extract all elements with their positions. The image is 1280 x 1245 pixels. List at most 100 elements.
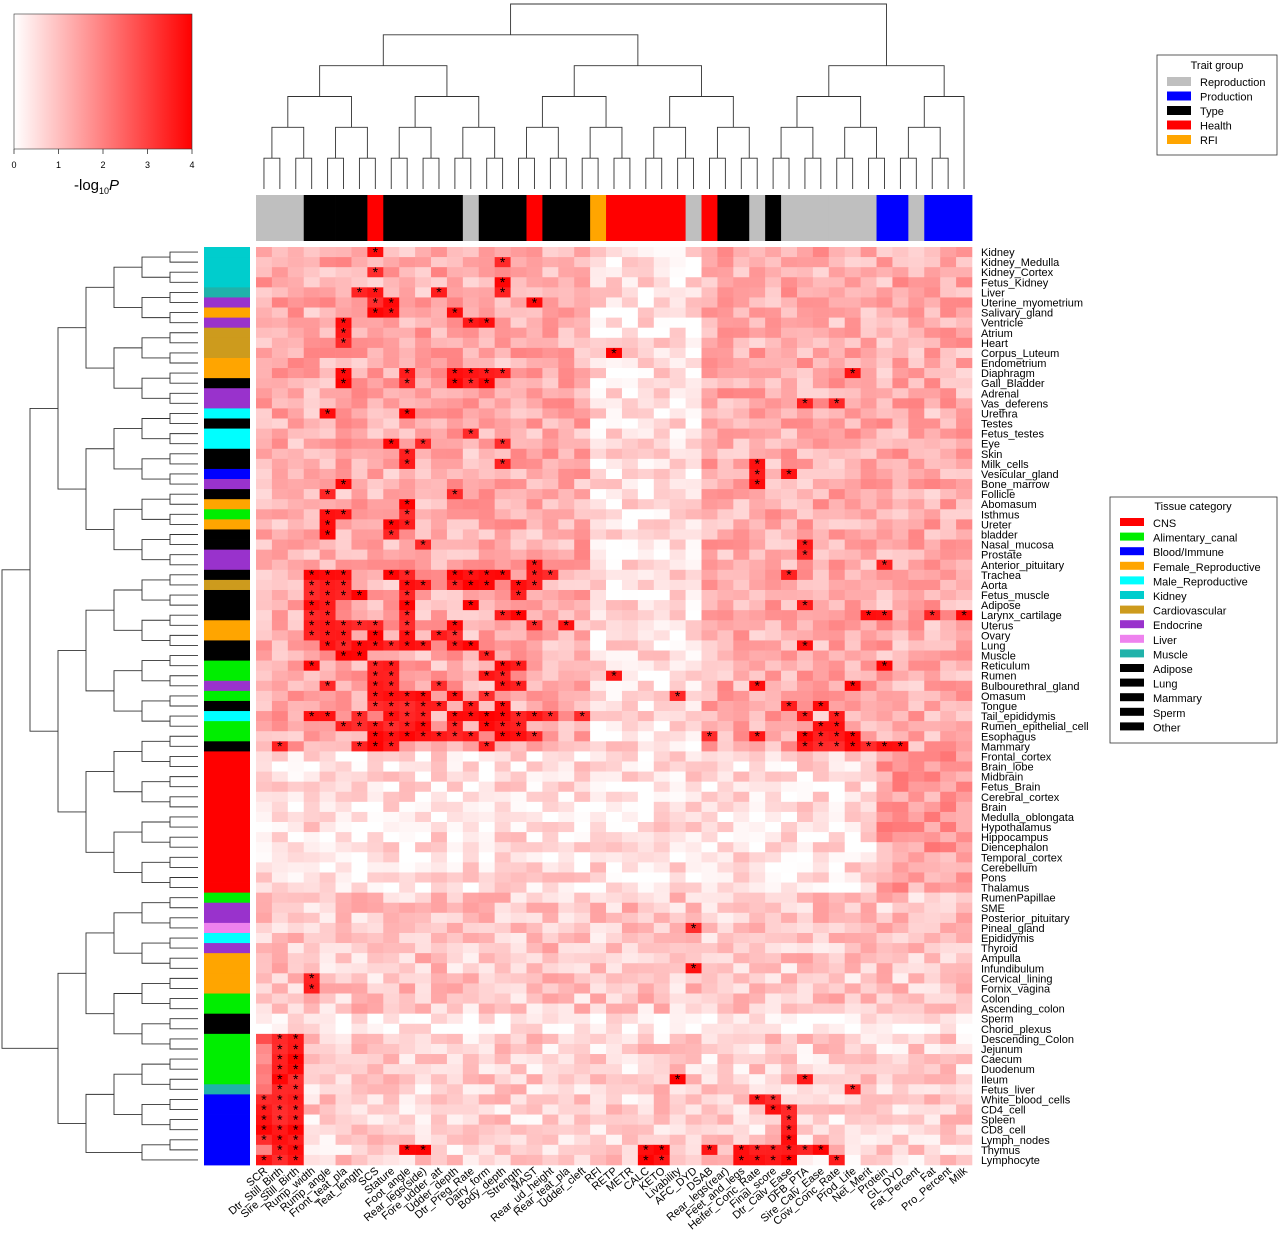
heatmap-cell (510, 1043, 527, 1055)
heatmap-cell (876, 559, 893, 571)
heatmap-cell (860, 791, 877, 803)
heatmap-cell (669, 932, 686, 944)
heatmap-cell (828, 963, 846, 974)
heatmap-cell (526, 559, 543, 571)
heatmap-cell (319, 479, 336, 490)
heatmap-cell (828, 317, 846, 329)
heatmap-cell (542, 368, 559, 379)
heatmap-cell (558, 337, 575, 349)
heatmap-cell (749, 438, 766, 450)
heatmap-cell (494, 539, 511, 550)
heatmap-cell (606, 317, 623, 329)
heatmap-cell (956, 287, 973, 298)
significance-star: * (341, 335, 347, 351)
heatmap-cell (924, 357, 941, 369)
heatmap-cell (860, 479, 877, 490)
heatmap-cell (765, 953, 782, 964)
heatmap-cell (844, 680, 861, 692)
heatmap-cell (860, 711, 877, 722)
heatmap-cell (749, 761, 766, 772)
heatmap-cell (606, 368, 623, 379)
heatmap-cell (287, 428, 305, 439)
row-label: Testes (981, 419, 1013, 431)
heatmap-cell (908, 327, 925, 339)
heatmap-cell (685, 297, 702, 308)
heatmap-cell (765, 368, 782, 379)
heatmap-cell (351, 700, 368, 712)
heatmap-cell (542, 862, 559, 873)
heatmap-cell (924, 620, 941, 631)
heatmap-cell (765, 731, 782, 742)
heatmap-cell (335, 1013, 352, 1025)
heatmap-cell (940, 479, 957, 490)
heatmap-cell (637, 509, 655, 520)
heatmap-cell (717, 872, 734, 883)
heatmap-cell (876, 398, 893, 409)
heatmap-cell (606, 357, 623, 369)
heatmap-cell (510, 418, 527, 429)
heatmap-cell (494, 721, 511, 732)
heatmap-cell (335, 630, 352, 641)
heatmap-cell (876, 781, 893, 793)
heatmap-cell (494, 337, 511, 349)
heatmap-cell (749, 368, 766, 379)
heatmap-cell (367, 953, 384, 964)
heatmap-cell (940, 731, 957, 742)
heatmap-cell (542, 378, 559, 389)
heatmap-cell (908, 489, 925, 500)
significance-star: * (341, 567, 347, 583)
heatmap-cell (717, 1074, 734, 1085)
heatmap-cell (606, 892, 623, 904)
heatmap-cell (399, 569, 416, 581)
heatmap-cell (908, 1084, 925, 1095)
heatmap-cell (940, 842, 957, 853)
heatmap-cell (828, 337, 846, 349)
heatmap-cell (367, 408, 384, 419)
heatmap-cell (669, 660, 686, 671)
heatmap-cell (860, 811, 877, 823)
heatmap-cell (542, 257, 559, 268)
significance-star: * (786, 1122, 792, 1138)
significance-star: * (325, 617, 331, 633)
heatmap-cell (765, 872, 782, 883)
heatmap-cell (462, 368, 480, 379)
heatmap-cell (924, 1084, 941, 1095)
heatmap-cell (940, 761, 957, 772)
heatmap-cell (558, 1134, 575, 1146)
heatmap-cell (351, 1033, 368, 1045)
heatmap-cell (510, 811, 527, 823)
heatmap-cell (940, 307, 957, 318)
heatmap-cell (812, 579, 830, 591)
heatmap-cell (590, 1043, 607, 1055)
heatmap-cell (765, 892, 782, 904)
heatmap-cell (446, 247, 464, 258)
significance-star: * (389, 678, 395, 694)
heatmap-cell (558, 983, 575, 994)
row-dendrogram-link (57, 327, 86, 490)
heatmap-cell (303, 1114, 320, 1125)
heatmap-cell (812, 600, 830, 611)
heatmap-cell (494, 660, 511, 671)
heatmap-cell (319, 458, 336, 470)
heatmap-cell (415, 862, 432, 873)
heatmap-cell (415, 1154, 432, 1166)
column-group-cell (494, 195, 511, 241)
heatmap-cell (956, 1104, 973, 1115)
heatmap-cell (653, 1114, 670, 1125)
heatmap-cell (796, 388, 814, 399)
heatmap-cell (510, 509, 527, 520)
heatmap-cell (574, 1074, 591, 1085)
heatmap-cell (796, 448, 814, 460)
row-dendrogram-link (169, 937, 198, 949)
heatmap-cell (462, 408, 480, 419)
heatmap-cell (733, 640, 750, 651)
heatmap-cell (319, 862, 336, 873)
heatmap-cell (399, 1023, 416, 1035)
heatmap-cell (383, 489, 400, 500)
heatmap-cell (383, 882, 400, 893)
heatmap-cell (415, 418, 432, 429)
heatmap-cell (908, 1064, 925, 1075)
significance-star: * (468, 425, 474, 441)
heatmap-cell (351, 1003, 368, 1014)
heatmap-cell (351, 1043, 368, 1055)
